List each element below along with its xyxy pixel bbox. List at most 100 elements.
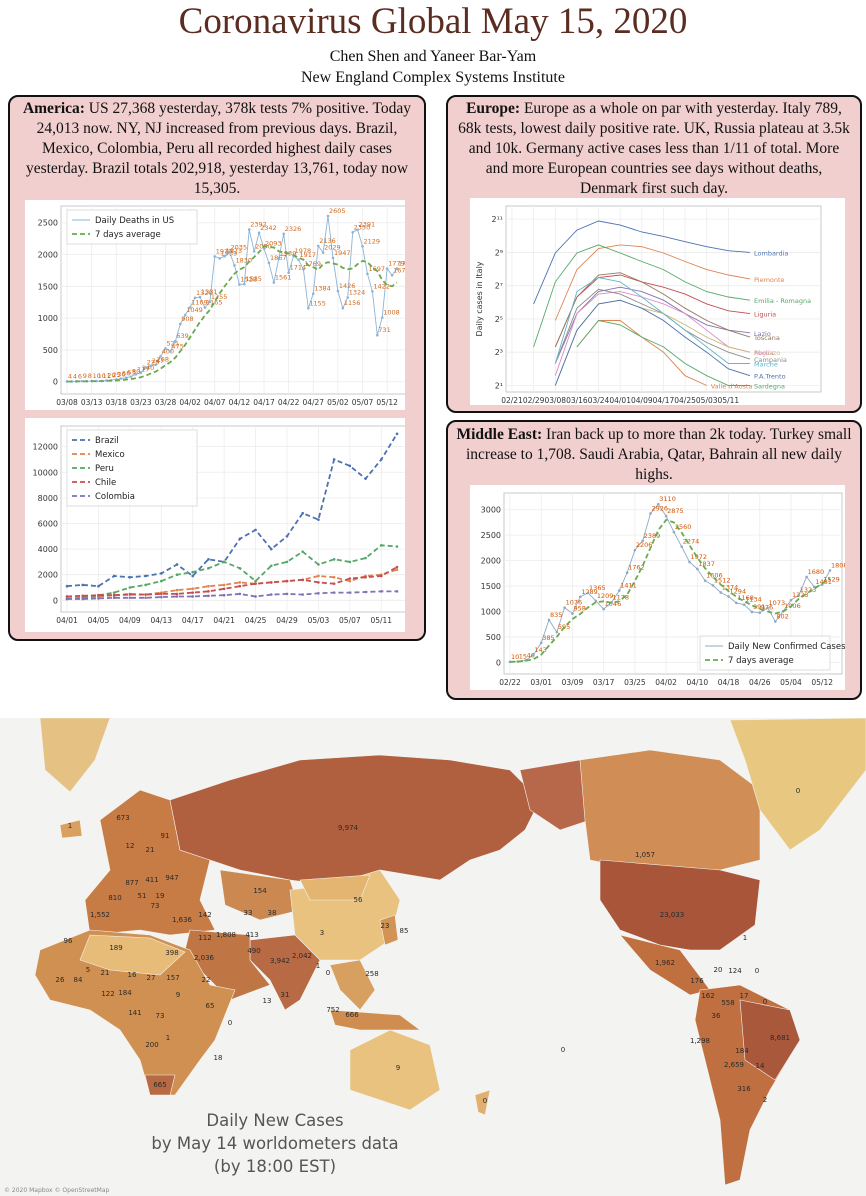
data-label: 1049 [186,306,203,314]
data-point [594,599,598,603]
map-label: 666 [345,1011,359,1019]
data-label: 117 [137,365,149,373]
map-label: 411 [145,876,158,884]
data-point [97,593,100,597]
data-point [144,593,147,596]
data-point [149,364,153,368]
data-label: 1808 [831,561,845,569]
x-tick-label: 03/09 [562,678,584,687]
data-point [159,592,163,596]
world-map: Daily New Cases by May 14 worldometers d… [0,718,866,1196]
data-point [735,601,738,605]
legend-label: Sardegna [754,382,785,390]
data-label: 2029 [324,244,341,252]
data-point [364,477,367,480]
map-label: 0 [228,1019,232,1027]
legend-label: Brazil [95,436,119,446]
map-label: 490 [247,947,260,955]
data-point [159,579,163,583]
middle-east-label: Middle East: [456,426,543,443]
data-point [317,574,320,578]
data-label: 1535 [245,275,262,283]
x-tick-label: 03/25 [624,678,646,687]
data-point [175,588,179,592]
map-label: 31 [281,991,290,999]
data-point [238,567,242,570]
series-line [576,320,750,386]
data-point [395,267,399,270]
map-label: 1,636 [172,916,193,924]
y-tick-label: 6000 [38,519,58,528]
map-label: 316 [737,1085,751,1093]
x-tick-label: 04/27 [302,398,324,407]
data-label: 1830 [235,256,252,264]
series-line [554,272,751,348]
data-point [269,564,273,568]
series-line [509,518,831,663]
x-tick-label: 04/13 [150,616,172,625]
data-label: 1561 [275,273,292,281]
data-label: 10 [93,372,101,380]
data-point [317,563,320,566]
data-label: 3110 [659,495,676,503]
map-label: 21 [146,846,155,854]
data-point [207,558,210,561]
map-label: 124 [728,967,742,975]
data-label: 2035 [231,243,248,251]
data-point [361,245,364,248]
data-point [364,590,367,594]
map-label: 38 [268,909,277,917]
data-label: 225 [147,358,159,366]
map-label: 0 [561,1046,565,1054]
x-tick-label: 04/07 [204,398,226,407]
map-caption: by May 14 worldometers data [151,1134,398,1153]
data-point [285,534,289,538]
data-point [336,289,340,293]
y-tick-label: 10000 [33,468,58,477]
map-label: 14 [756,1062,765,1070]
data-point [380,316,384,319]
data-point [680,545,684,548]
series-line [554,244,751,321]
series-line [66,566,398,598]
data-label: 835 [550,611,562,619]
y-tick-label: 8000 [38,494,58,503]
data-point [285,579,289,583]
map-label: 21 [101,969,110,977]
data-label: 1008 [383,309,400,317]
data-label: 2350 [354,223,371,231]
map-label: 19 [156,892,165,900]
legend-label: Lombardia [754,249,788,257]
data-point [175,592,179,596]
map-label: 1,808 [216,931,236,939]
map-label: 157 [166,974,179,982]
data-label: 1223 [792,591,809,599]
data-point [301,593,305,596]
map-label: 189 [109,944,122,952]
map-label: 1,552 [90,911,110,919]
data-point [317,518,320,521]
data-point [65,597,69,601]
data-point [238,581,242,584]
data-point [379,543,383,547]
data-label: 1046 [605,600,622,608]
data-label: 1073 [769,599,786,607]
legend-label: Mexico [95,450,125,460]
series-line [533,220,751,305]
x-tick-label: 05/04 [780,678,802,687]
data-label: 2926 [651,504,668,512]
data-label: 2560 [675,523,692,531]
data-label: 268 [157,356,169,364]
data-label: 1917 [299,251,316,259]
data-point [742,603,746,606]
data-point [159,354,162,358]
data-label: 1529 [823,576,840,584]
data-label: 1384 [314,285,331,293]
x-tick-label: 04/22 [278,398,300,407]
data-point [139,371,143,375]
data-label: 9 [83,372,87,380]
data-point [332,591,336,594]
data-label: 385 [542,634,554,642]
data-label: 1697 [368,265,385,273]
map-label: 2,042 [292,952,312,960]
